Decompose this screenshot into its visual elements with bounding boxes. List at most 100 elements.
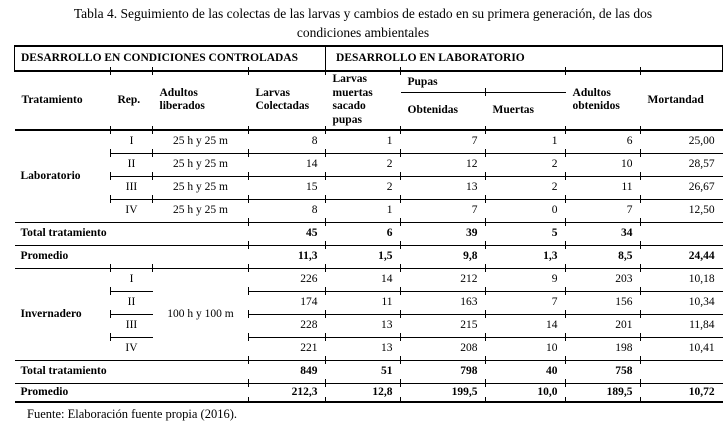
cell-pupas-obtenidas: 215 bbox=[399, 310, 486, 338]
column-subheader-row: Obtenidas Muertas bbox=[15, 87, 723, 130]
cell-larvas-colectadas: 15 bbox=[247, 172, 326, 200]
promedio-row: Promedio 11,3 1,5 9,8 1,3 8,5 24,44 bbox=[14, 241, 723, 269]
cell-mortandad: 10,72 bbox=[639, 379, 723, 403]
table-row: III 25 h y 25 m 15 2 13 2 11 26,67 bbox=[15, 172, 723, 200]
row-label-promedio: Promedio bbox=[14, 382, 249, 403]
section-header-row: DESARROLLO EN CONDICIONES CONTROLADAS DE… bbox=[13, 44, 724, 72]
cell-mortandad: 11,84 bbox=[639, 310, 723, 338]
cell-pupas-obtenidas: 798 bbox=[399, 356, 486, 384]
row-header-laboratorio: Laboratorio bbox=[14, 128, 111, 223]
cell-mortandad bbox=[639, 218, 723, 246]
cell-adultos-obtenidos: 203 bbox=[564, 264, 641, 292]
cell-adultos-obtenidos: 10 bbox=[564, 149, 641, 177]
table-row: II 25 h y 25 m 14 2 12 2 10 28,57 bbox=[15, 149, 723, 177]
cell-larvas-colectadas: 228 bbox=[247, 310, 326, 338]
cell-larvas-muertas: 14 bbox=[324, 264, 401, 292]
cell-larvas-colectadas: 221 bbox=[247, 333, 326, 361]
cell-pupas-muertas: 10,0 bbox=[484, 379, 566, 403]
cell-adultos-obtenidos: 34 bbox=[564, 218, 641, 246]
cell-adultos-liberados: 25 h y 25 m bbox=[151, 195, 249, 223]
source-note: Fuente: Elaboración fuente propia (2016)… bbox=[27, 406, 237, 421]
cell-larvas-colectadas: 8 bbox=[247, 126, 326, 154]
cell-pupas-muertas: 5 bbox=[484, 218, 566, 246]
cell-pupas-obtenidas: 12 bbox=[399, 149, 486, 177]
cell-larvas-muertas: 12,8 bbox=[324, 379, 401, 403]
cell-pupas-obtenidas: 199,5 bbox=[399, 379, 486, 403]
cell-pupas-obtenidas: 7 bbox=[399, 126, 486, 154]
cell-larvas-muertas: 1,5 bbox=[324, 241, 401, 269]
row-header-invernadero: Invernadero bbox=[14, 267, 111, 361]
cell-mortandad: 26,67 bbox=[639, 172, 723, 200]
cell-pupas-obtenidas: 212 bbox=[399, 264, 486, 292]
cell-pupas-muertas: 7 bbox=[484, 287, 566, 315]
cell-rep: III bbox=[109, 310, 153, 338]
cell-pupas-muertas: 1 bbox=[484, 126, 566, 154]
col-header-larvas-muertas: Larvas muertas sacado pupas bbox=[324, 65, 401, 130]
cell-larvas-muertas: 13 bbox=[324, 333, 401, 361]
cell-larvas-colectadas: 11,3 bbox=[247, 241, 326, 269]
table-row: II 174 11 163 7 156 10,34 bbox=[15, 287, 723, 315]
cell-larvas-colectadas: 8 bbox=[247, 195, 326, 223]
cell-larvas-colectadas: 212,3 bbox=[247, 379, 326, 403]
cell-larvas-muertas: 6 bbox=[324, 218, 401, 246]
cell-adultos-obtenidos: 11 bbox=[564, 172, 641, 200]
row-label-promedio: Promedio bbox=[14, 244, 249, 269]
cell-larvas-muertas: 11 bbox=[324, 287, 401, 315]
table-row: Invernadero I 100 h y 100 m 226 14 212 9… bbox=[14, 264, 723, 361]
data-table: DESARROLLO EN CONDICIONES CONTROLADAS DE… bbox=[13, 44, 724, 403]
cell-larvas-muertas: 1 bbox=[324, 126, 401, 154]
cell-adultos-liberados: 100 h y 100 m bbox=[151, 264, 249, 361]
table-row: IV 25 h y 25 m 8 1 7 0 7 12,50 bbox=[15, 195, 723, 223]
cell-pupas-obtenidas: 208 bbox=[399, 333, 486, 361]
cell-larvas-colectadas: 14 bbox=[247, 149, 326, 177]
cell-mortandad: 10,18 bbox=[639, 264, 723, 292]
section-header-controladas: DESARROLLO EN CONDICIONES CONTROLADAS bbox=[13, 44, 327, 72]
cell-adultos-obtenidos: 7 bbox=[564, 195, 641, 223]
cell-rep: II bbox=[109, 149, 153, 177]
cell-mortandad: 24,44 bbox=[639, 241, 723, 269]
col-header-pupas-obtenidas: Obtenidas bbox=[407, 104, 459, 116]
cell-rep: I bbox=[109, 126, 153, 154]
total-row: Total tratamiento 849 51 798 40 758 bbox=[14, 356, 723, 384]
cell-pupas-muertas: 0 bbox=[484, 195, 566, 223]
cell-mortandad: 28,57 bbox=[639, 149, 723, 177]
cell-pupas-obtenidas: 39 bbox=[399, 218, 486, 246]
col-header-larvas-colectadas: Larvas Colectadas bbox=[247, 65, 326, 130]
cell-mortandad: 12,50 bbox=[639, 195, 723, 223]
cell-mortandad: 10,41 bbox=[639, 333, 723, 361]
cell-pupas-muertas: 2 bbox=[484, 149, 566, 177]
row-label-total: Total tratamiento bbox=[14, 221, 249, 246]
table-caption-line2: condiciones ambientales bbox=[296, 24, 430, 40]
col-header-pupas-group: Pupas bbox=[399, 65, 566, 93]
cell-larvas-colectadas: 226 bbox=[247, 264, 326, 292]
col-header-adultos-obtenidos: Adultos obtenidos bbox=[564, 65, 641, 130]
cell-adultos-obtenidos: 201 bbox=[564, 310, 641, 338]
cell-larvas-muertas: 13 bbox=[324, 310, 401, 338]
cell-pupas-obtenidas: 7 bbox=[399, 195, 486, 223]
col-header-rep: Rep. bbox=[109, 65, 153, 130]
cell-adultos-liberados: 25 h y 25 m bbox=[151, 172, 249, 200]
cell-rep: IV bbox=[109, 333, 153, 361]
table-row: IV 221 13 208 10 198 10,41 bbox=[15, 333, 723, 361]
cell-pupas-obtenidas: 163 bbox=[399, 287, 486, 315]
cell-larvas-colectadas: 849 bbox=[247, 356, 326, 384]
cell-adultos-obtenidos: 156 bbox=[564, 287, 641, 315]
cell-adultos-obtenidos: 758 bbox=[564, 356, 641, 384]
col-header-adultos-liberados: Adultos liberados bbox=[151, 65, 249, 130]
cell-larvas-muertas: 2 bbox=[324, 172, 401, 200]
row-label-total: Total tratamiento bbox=[14, 359, 249, 384]
cell-larvas-colectadas: 45 bbox=[247, 218, 326, 246]
column-header-row: Tratamiento Rep. Adultos liberados Larva… bbox=[15, 65, 723, 126]
cell-larvas-muertas: 1 bbox=[324, 195, 401, 223]
cell-mortandad: 25,00 bbox=[639, 126, 723, 154]
cell-adultos-liberados: 25 h y 25 m bbox=[151, 126, 249, 154]
cell-larvas-muertas: 51 bbox=[324, 356, 401, 384]
cell-pupas-muertas: 40 bbox=[484, 356, 566, 384]
col-header-pupas-muertas: Muertas bbox=[484, 87, 566, 130]
cell-rep: III bbox=[109, 172, 153, 200]
table-caption: Tabla 4. Seguimiento de las colectas de … bbox=[0, 0, 726, 43]
cell-pupas-muertas: 2 bbox=[484, 172, 566, 200]
col-header-mortandad: Mortandad bbox=[639, 65, 723, 130]
cell-mortandad: 10,34 bbox=[639, 287, 723, 315]
